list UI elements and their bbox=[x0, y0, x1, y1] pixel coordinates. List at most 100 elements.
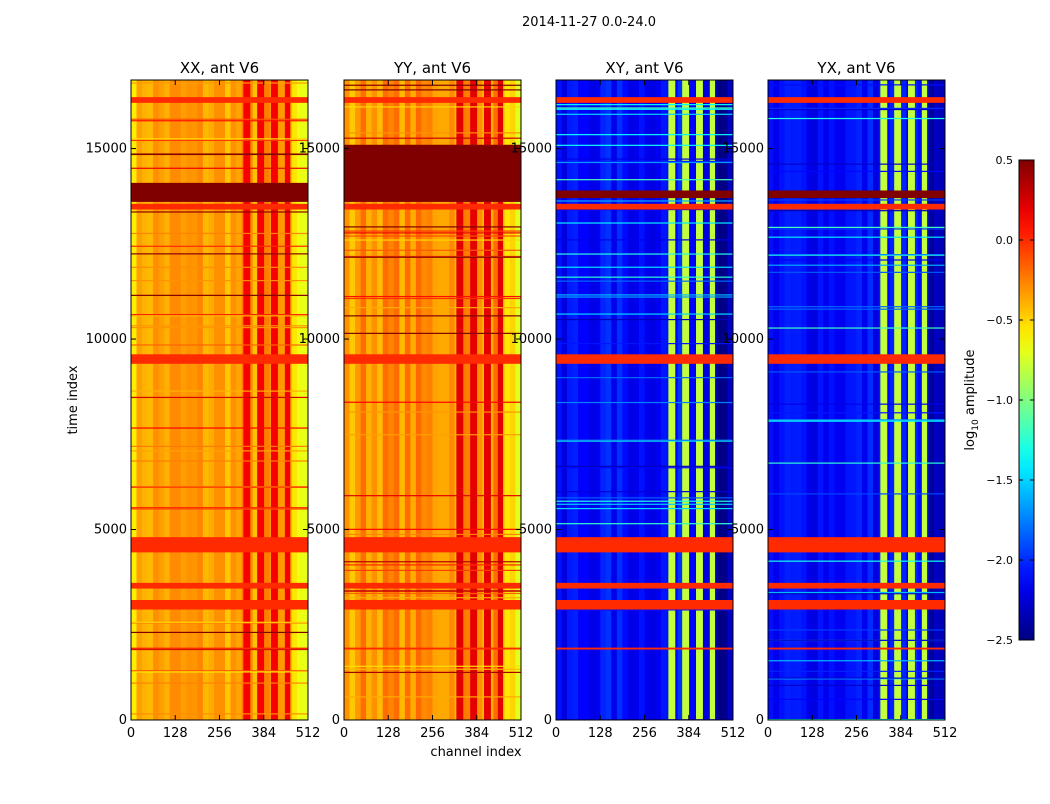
heatmap-cell bbox=[727, 80, 733, 720]
heatmap-cell bbox=[180, 80, 187, 720]
heatmap-cell bbox=[889, 80, 896, 720]
colorbar-tick-label: −2.0 bbox=[986, 554, 1013, 567]
x-tick-label: 384 bbox=[888, 726, 913, 741]
time-stripe bbox=[768, 236, 945, 238]
time-stripe bbox=[768, 677, 945, 679]
heatmap-cell bbox=[399, 80, 406, 720]
time-stripe bbox=[131, 253, 308, 255]
y-axis-label: time index bbox=[66, 365, 81, 434]
time-stripe bbox=[131, 631, 308, 634]
rfi-column bbox=[682, 80, 690, 720]
heatmap-cell bbox=[263, 80, 270, 720]
heatmap-cell bbox=[465, 80, 472, 720]
time-stripe bbox=[768, 117, 945, 120]
time-stripe bbox=[768, 254, 945, 256]
time-stripe bbox=[131, 713, 308, 715]
time-stripe bbox=[131, 460, 308, 462]
time-stripe bbox=[344, 533, 521, 536]
heatmap-cell bbox=[616, 80, 623, 720]
time-stripe bbox=[131, 153, 308, 155]
time-stripe bbox=[344, 84, 521, 86]
heatmap-cell bbox=[191, 80, 198, 720]
y-tick-label: 0 bbox=[119, 713, 127, 728]
time-stripe bbox=[131, 266, 308, 268]
heatmap-cell bbox=[773, 80, 780, 720]
time-stripe bbox=[344, 297, 521, 300]
heatmap-cell bbox=[388, 80, 395, 720]
time-stripe bbox=[768, 259, 945, 261]
colorbar: 0.5 0.0 −0.5 −1.0 −1.5 −2.0 −2.5 bbox=[986, 154, 1035, 647]
flagged-band bbox=[131, 354, 308, 364]
flagged-band bbox=[344, 97, 521, 103]
heatmap-cell bbox=[421, 80, 428, 720]
x-tick-label: 128 bbox=[163, 726, 188, 741]
x-tick-label: 384 bbox=[676, 726, 701, 741]
time-stripe bbox=[344, 564, 521, 566]
heatmap-cell bbox=[845, 80, 852, 720]
time-stripe bbox=[344, 89, 521, 91]
time-stripe bbox=[344, 307, 521, 309]
heatmap-cell bbox=[404, 80, 411, 720]
time-stripe bbox=[768, 271, 945, 273]
heatmap-cell bbox=[213, 80, 220, 720]
time-stripe bbox=[556, 523, 733, 525]
panel-0: XX, ant V6 0 128 256 384 512 0 5000 10000 15000 bbox=[86, 59, 321, 741]
figure-suptitle: 2014-11-27 0.0-24.0 bbox=[522, 15, 656, 30]
heatmap bbox=[344, 80, 521, 720]
x-tick-label: 256 bbox=[632, 726, 657, 741]
time-stripe bbox=[556, 377, 733, 379]
heatmap-cell bbox=[344, 80, 351, 720]
rfi-column bbox=[880, 80, 888, 720]
x-tick-label: 256 bbox=[844, 726, 869, 741]
time-stripe bbox=[556, 276, 733, 278]
heatmap-cell bbox=[202, 80, 209, 720]
heatmap-cell bbox=[349, 80, 356, 720]
time-stripe bbox=[344, 668, 521, 670]
time-stripe bbox=[556, 144, 733, 146]
time-stripe bbox=[131, 671, 308, 673]
flagged-band bbox=[131, 203, 308, 210]
x-tick-label: 0 bbox=[764, 726, 772, 741]
flagged-band bbox=[131, 537, 308, 553]
time-stripe bbox=[768, 698, 945, 700]
time-stripe bbox=[768, 403, 945, 405]
time-stripe bbox=[556, 239, 733, 241]
flagged-band bbox=[344, 354, 521, 364]
time-stripe bbox=[768, 254, 945, 256]
time-stripe bbox=[556, 467, 733, 469]
x-tick-label: 128 bbox=[588, 726, 613, 741]
panel-3: YX, ant V6 0 128 256 384 512 0 5000 10000 15000 bbox=[723, 59, 958, 741]
time-stripe bbox=[131, 327, 308, 329]
time-stripe bbox=[768, 591, 945, 594]
time-stripe bbox=[768, 107, 945, 109]
colorbar-tick-label: 0.0 bbox=[996, 234, 1014, 247]
time-stripe bbox=[131, 120, 308, 122]
time-stripe bbox=[344, 696, 521, 698]
heatmap-cell bbox=[622, 80, 629, 720]
time-stripe bbox=[768, 371, 945, 373]
x-tick-label: 128 bbox=[376, 726, 401, 741]
heatmap-cell bbox=[716, 80, 723, 720]
y-tick-label: 5000 bbox=[94, 523, 127, 538]
heatmap-cell bbox=[164, 80, 171, 720]
time-stripe bbox=[131, 138, 308, 140]
heatmap-cell bbox=[834, 80, 841, 720]
flagged-band bbox=[556, 203, 733, 210]
time-stripe bbox=[131, 622, 308, 624]
time-stripe bbox=[131, 344, 308, 346]
rfi-column bbox=[284, 80, 291, 720]
heatmap-cell bbox=[449, 80, 456, 720]
heatmap-cell bbox=[142, 80, 149, 720]
heatmap-cell bbox=[633, 80, 640, 720]
time-stripe bbox=[768, 419, 945, 421]
flagged-band bbox=[768, 203, 945, 210]
heatmap-cell bbox=[371, 80, 378, 720]
flagged-band bbox=[768, 600, 945, 610]
heatmap-cell bbox=[561, 80, 568, 720]
time-stripe bbox=[131, 621, 308, 623]
time-stripe bbox=[344, 401, 521, 403]
time-stripe bbox=[344, 592, 521, 595]
heatmap-cell bbox=[515, 80, 521, 720]
time-stripe bbox=[344, 597, 521, 599]
time-stripe bbox=[556, 160, 733, 163]
